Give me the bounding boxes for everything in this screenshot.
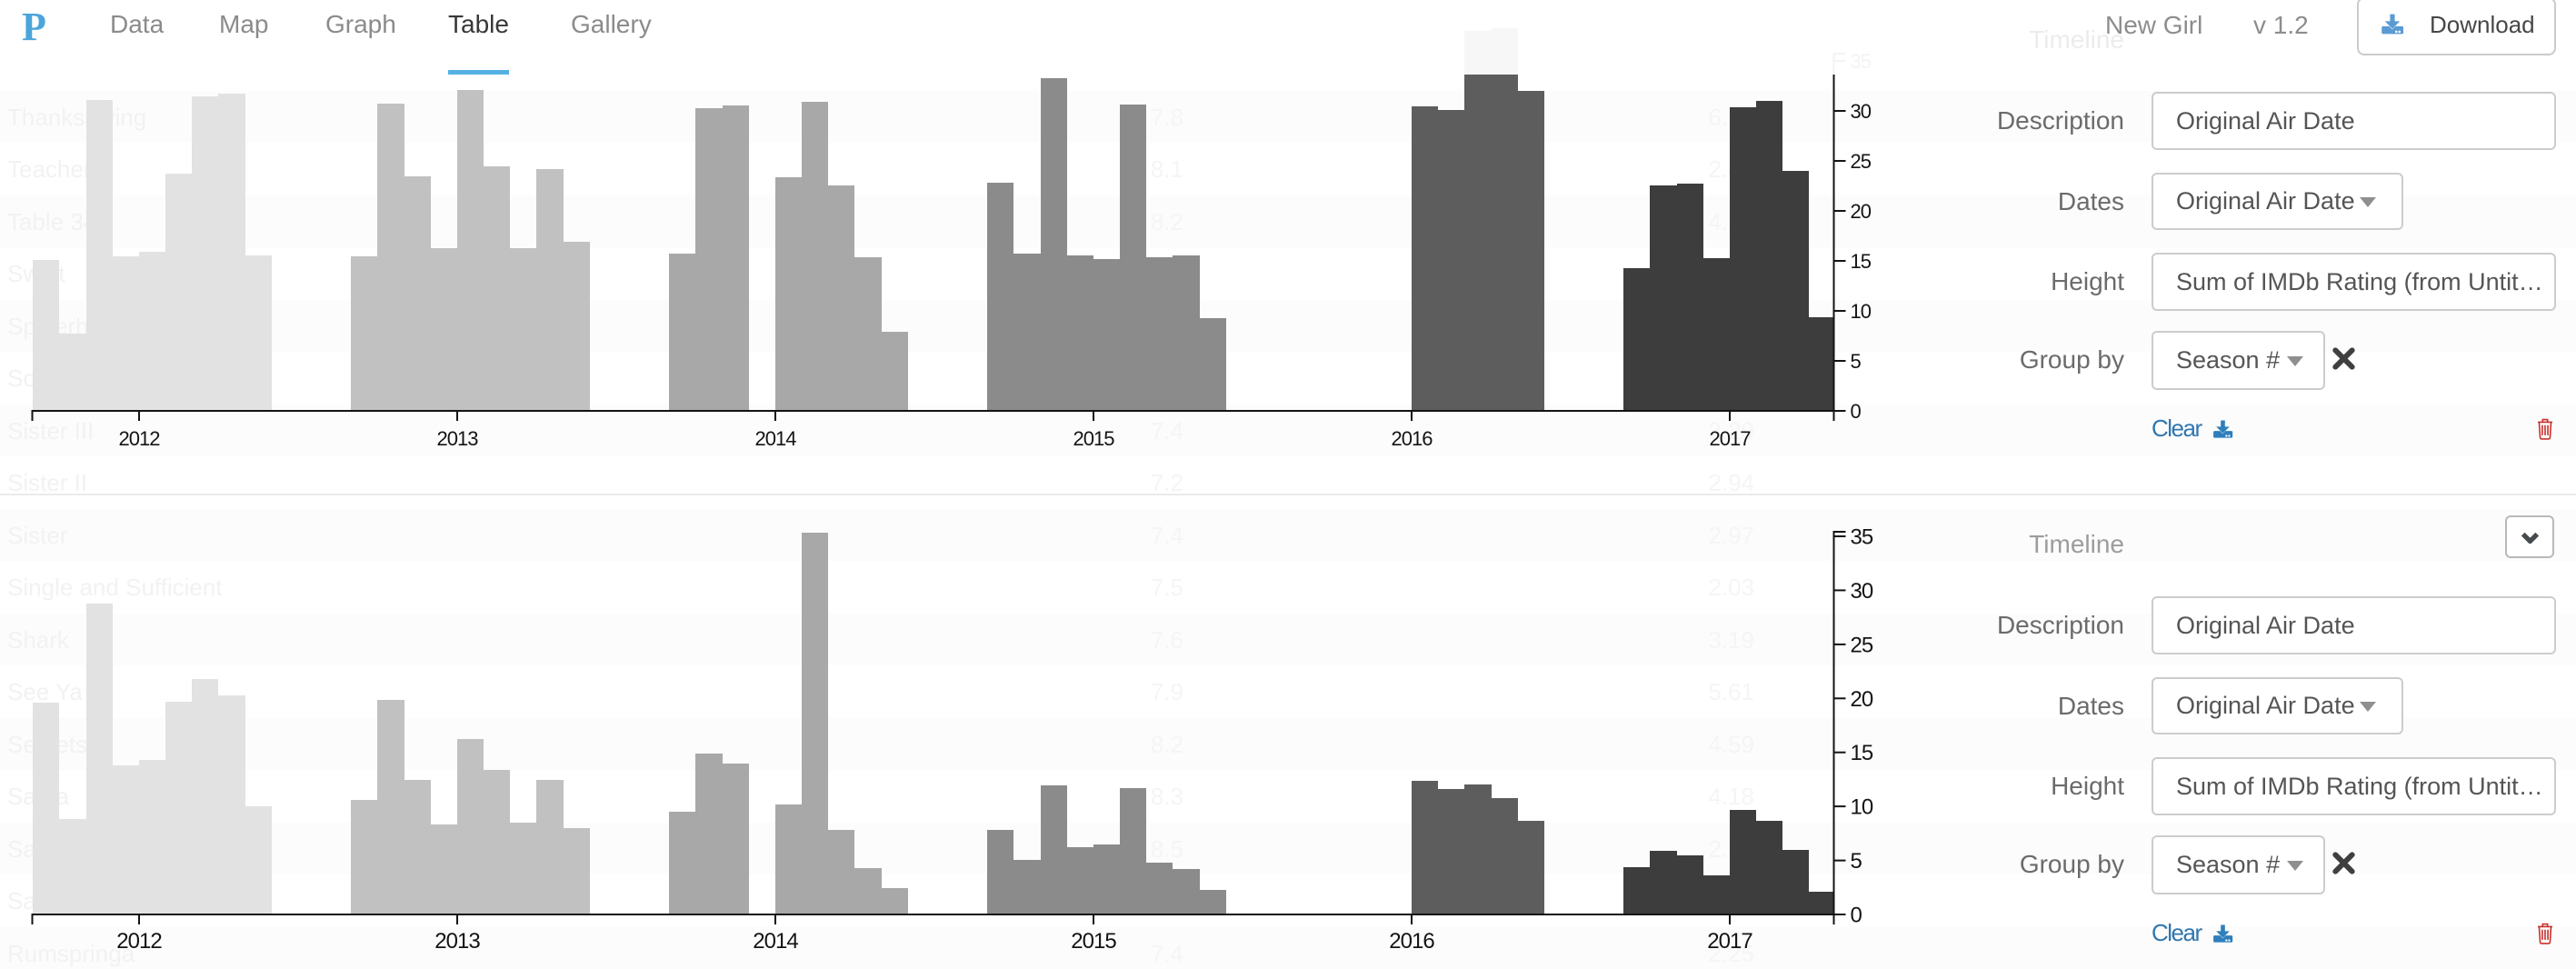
svg-text:2017: 2017: [1710, 427, 1752, 450]
svg-text:2012: 2012: [119, 427, 161, 450]
svg-text:2015: 2015: [1071, 929, 1116, 954]
svg-text:25: 25: [1851, 150, 1872, 173]
svg-text:15: 15: [1851, 741, 1873, 765]
svg-text:35: 35: [1851, 525, 1873, 550]
svg-text:2016: 2016: [1392, 427, 1433, 450]
svg-text:30: 30: [1851, 100, 1872, 123]
svg-text:2013: 2013: [434, 929, 480, 954]
svg-text:2012: 2012: [116, 929, 162, 954]
svg-text:2013: 2013: [437, 427, 479, 450]
svg-text:5: 5: [1851, 849, 1862, 874]
svg-text:20: 20: [1851, 200, 1872, 223]
svg-text:2015: 2015: [1073, 427, 1115, 450]
svg-text:10: 10: [1851, 795, 1873, 820]
svg-text:30: 30: [1851, 579, 1873, 604]
svg-text:25: 25: [1851, 633, 1873, 657]
svg-text:20: 20: [1851, 687, 1873, 712]
svg-text:2014: 2014: [755, 427, 797, 450]
svg-text:0: 0: [1851, 904, 1862, 928]
svg-text:2017: 2017: [1707, 929, 1752, 954]
svg-text:15: 15: [1851, 250, 1872, 273]
svg-text:5: 5: [1851, 350, 1862, 373]
svg-text:2014: 2014: [753, 929, 798, 954]
svg-text:2016: 2016: [1389, 929, 1434, 954]
svg-text:0: 0: [1851, 400, 1862, 423]
svg-text:10: 10: [1851, 300, 1872, 323]
